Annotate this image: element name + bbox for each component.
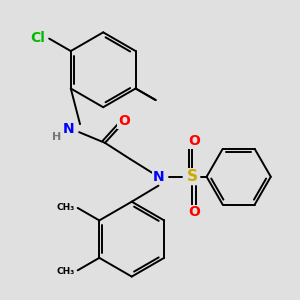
Text: O: O bbox=[188, 134, 200, 148]
Text: Cl: Cl bbox=[31, 31, 46, 45]
Text: CH₃: CH₃ bbox=[57, 267, 75, 276]
Text: CH₃: CH₃ bbox=[57, 202, 75, 211]
Text: O: O bbox=[188, 206, 200, 219]
Text: S: S bbox=[187, 169, 198, 184]
Text: N: N bbox=[63, 122, 74, 136]
Text: O: O bbox=[118, 115, 130, 128]
Text: H: H bbox=[52, 132, 62, 142]
Text: N: N bbox=[153, 170, 164, 184]
